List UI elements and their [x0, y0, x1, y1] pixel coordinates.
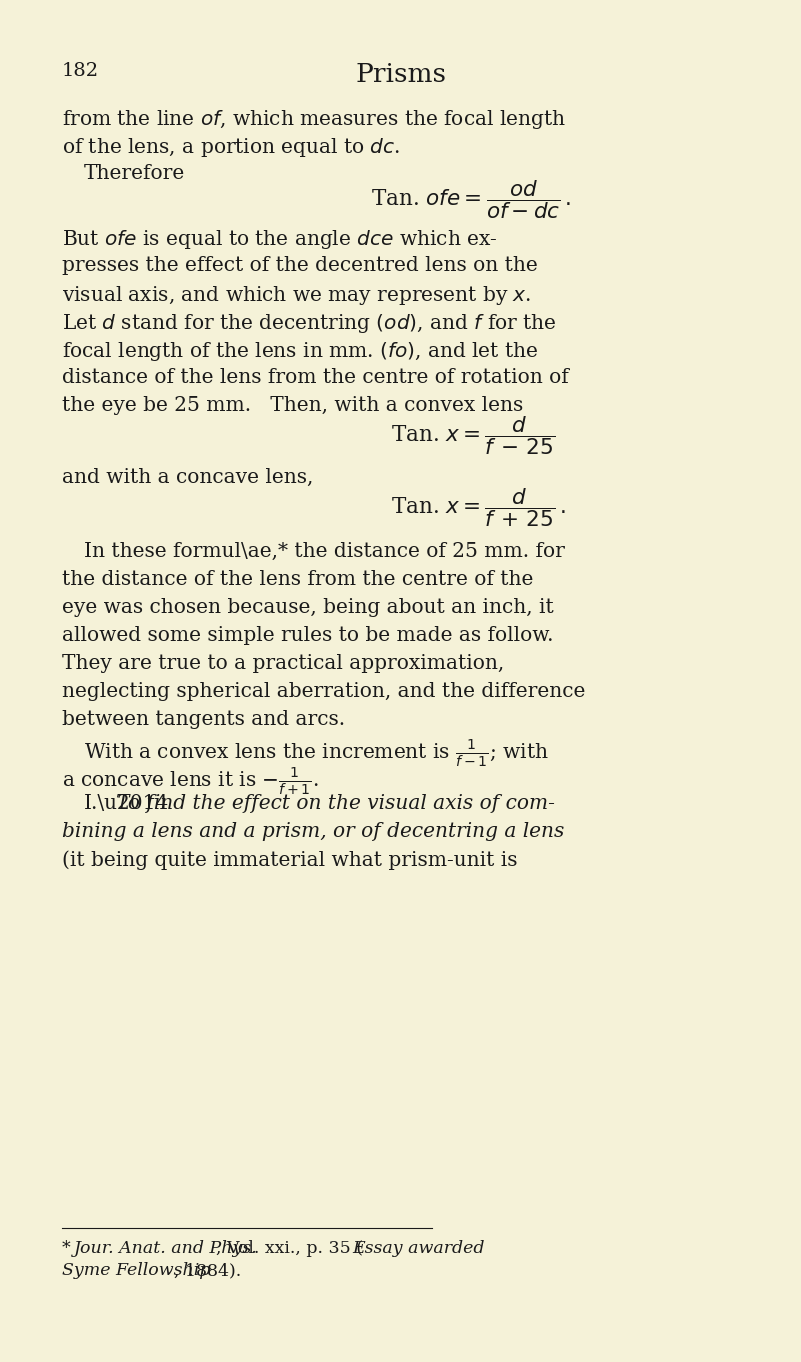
Text: the eye be 25 mm.   Then, with a convex lens: the eye be 25 mm. Then, with a convex le…	[62, 396, 523, 415]
Text: distance of the lens from the centre of rotation of: distance of the lens from the centre of …	[62, 368, 569, 387]
Text: Essay awarded: Essay awarded	[352, 1239, 485, 1257]
Text: allowed some simple rules to be made as follow.: allowed some simple rules to be made as …	[62, 627, 553, 646]
Text: With a convex lens the increment is $\frac{1}{f-1}$; with: With a convex lens the increment is $\fr…	[84, 738, 549, 770]
Text: Prisms: Prisms	[356, 63, 446, 87]
Text: eye was chosen because, being about an inch, it: eye was chosen because, being about an i…	[62, 598, 553, 617]
Text: presses the effect of the decentred lens on the: presses the effect of the decentred lens…	[62, 256, 537, 275]
Text: from the line $of$, which measures the focal length: from the line $of$, which measures the f…	[62, 108, 566, 131]
Text: and with a concave lens,: and with a concave lens,	[62, 467, 313, 486]
Text: focal length of the lens in mm. $(fo)$, and let the: focal length of the lens in mm. $(fo)$, …	[62, 340, 538, 364]
Text: Tan. $x = \dfrac{d}{f\,-\,25}$: Tan. $x = \dfrac{d}{f\,-\,25}$	[391, 414, 555, 458]
Text: of the lens, a portion equal to $dc$.: of the lens, a portion equal to $dc$.	[62, 136, 400, 159]
Text: Tan. $ofe = \dfrac{od}{of - dc}\,.$: Tan. $ofe = \dfrac{od}{of - dc}\,.$	[371, 178, 571, 221]
Text: Tan. $x = \dfrac{d}{f\,+\,25}\,.$: Tan. $x = \dfrac{d}{f\,+\,25}\,.$	[391, 486, 566, 528]
Text: In these formul\ae,* the distance of 25 mm. for: In these formul\ae,* the distance of 25 …	[84, 542, 565, 561]
Text: *: *	[62, 1239, 76, 1257]
Text: , 1884).: , 1884).	[174, 1263, 241, 1279]
Text: (it being quite immaterial what prism-unit is: (it being quite immaterial what prism-un…	[62, 850, 517, 870]
Text: To find the effect on the visual axis of com-: To find the effect on the visual axis of…	[116, 794, 555, 813]
Text: between tangents and arcs.: between tangents and arcs.	[62, 710, 345, 729]
Text: Let $d$ stand for the decentring $(od)$, and $f$ for the: Let $d$ stand for the decentring $(od)$,…	[62, 312, 557, 335]
Text: the distance of the lens from the centre of the: the distance of the lens from the centre…	[62, 571, 533, 588]
Text: bining a lens and a prism, or of decentring a lens: bining a lens and a prism, or of decentr…	[62, 823, 565, 840]
Text: They are true to a practical approximation,: They are true to a practical approximati…	[62, 654, 505, 673]
Text: But $ofe$ is equal to the angle $dce$ which ex-: But $ofe$ is equal to the angle $dce$ wh…	[62, 229, 497, 252]
Text: I.\u2014: I.\u2014	[84, 794, 169, 813]
Text: 182: 182	[62, 63, 99, 80]
Text: Therefore: Therefore	[84, 163, 185, 183]
Text: a concave lens it is $-\frac{1}{f+1}$.: a concave lens it is $-\frac{1}{f+1}$.	[62, 765, 319, 797]
Text: , Vol. xxi., p. 35 (: , Vol. xxi., p. 35 (	[216, 1239, 363, 1257]
Text: Syme Fellowship: Syme Fellowship	[62, 1263, 211, 1279]
Text: visual axis, and which we may represent by $x$.: visual axis, and which we may represent …	[62, 285, 531, 308]
Text: neglecting spherical aberration, and the difference: neglecting spherical aberration, and the…	[62, 682, 586, 701]
Text: Jour. Anat. and Phys.: Jour. Anat. and Phys.	[74, 1239, 258, 1257]
